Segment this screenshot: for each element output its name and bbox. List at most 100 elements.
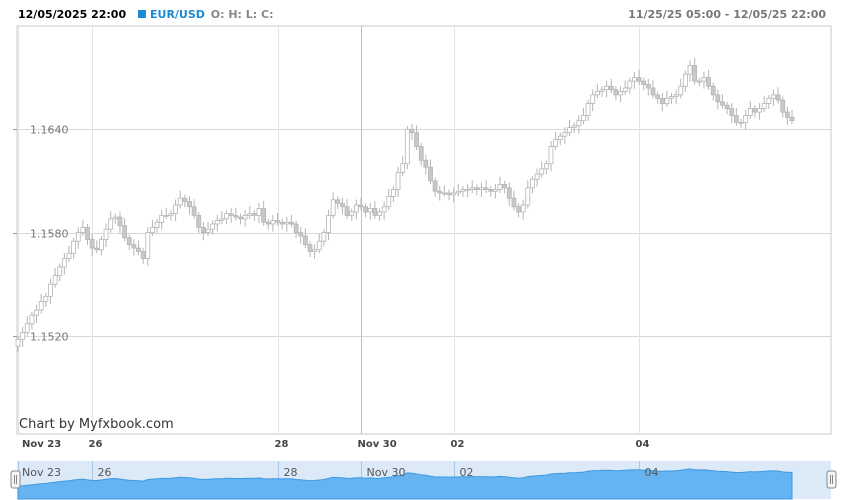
symbol-legend[interactable]: EUR/USD O: H: L: C: [138,8,274,21]
candle [284,216,290,232]
candle [182,194,188,208]
candle [326,209,331,241]
candle [784,106,790,125]
candle [196,211,202,233]
candle [715,89,721,110]
candle [168,210,174,221]
candle [265,218,271,230]
candle [145,227,151,266]
candle [492,184,498,199]
candle [24,316,30,336]
candle [122,218,127,242]
candle [771,89,776,106]
candle [608,78,614,94]
candle [372,200,378,219]
candle [210,220,216,235]
candle [757,103,762,120]
ohlc-readout: O: H: L: C: [210,8,274,21]
candle [455,183,461,197]
candle [363,203,369,218]
candle [641,77,647,91]
candlesticks [15,58,795,352]
candle [724,101,730,115]
candle [775,87,781,104]
candle [233,207,239,221]
candle [270,215,276,232]
candle [613,86,619,101]
candle [256,202,262,223]
candle [242,209,248,227]
candle [108,211,114,233]
candle [154,218,160,233]
candle [483,180,489,193]
x-tick-label: 04 [636,439,650,450]
candle [136,240,141,255]
candle [20,326,26,347]
x-tick-label: 28 [275,439,289,450]
navigator-tick-label: Nov 30 [367,466,406,479]
candle [683,70,688,92]
candle [590,89,596,112]
candle [650,80,656,99]
candle [89,233,95,256]
symbol-label: EUR/USD [150,8,205,21]
candle [414,125,419,150]
candle [622,80,628,95]
candle [469,180,475,193]
candle [191,199,197,219]
candle [307,241,313,258]
candle [112,213,118,225]
candle [446,189,452,201]
candle [687,60,693,82]
candle [428,159,433,185]
candle [386,188,392,211]
candle [451,187,457,203]
x-tick-label: 02 [451,439,465,450]
candle [516,203,521,218]
candle [548,140,554,172]
candle [576,115,582,134]
candle [15,335,21,352]
candle [395,166,401,198]
candle [627,77,633,94]
candle [678,78,684,99]
candle [479,182,484,198]
candle [752,105,758,118]
candle [85,223,90,245]
candle [289,214,294,228]
candle [279,218,285,230]
candle [520,199,526,220]
candle [404,125,410,170]
candle [75,227,81,249]
candle [57,263,63,282]
navigator-tick-label: 04 [645,466,659,479]
candle [38,293,44,314]
candle [585,100,591,122]
candle [80,219,86,237]
candle [766,94,772,109]
candle [729,103,735,124]
candle [664,90,670,107]
candle [720,94,725,109]
navigator-left-handle[interactable] [10,470,21,489]
candle [780,96,786,118]
candle [733,107,739,126]
candle [251,210,257,221]
candle [261,200,267,226]
candle [247,206,253,219]
navigator[interactable]: Nov 23 26 28 Nov 30 02 04 [10,461,837,500]
candle [488,186,494,197]
navigator-right-handle[interactable] [826,470,837,489]
candle [48,278,53,304]
candle [391,186,396,202]
candle [502,180,508,194]
candle [298,227,304,244]
candle [330,192,336,219]
candle [701,72,707,89]
candle [669,93,674,104]
candle [302,228,308,249]
candle [599,86,605,97]
candle [543,160,549,175]
navigator-tick-label: Nov 23 [22,466,61,479]
